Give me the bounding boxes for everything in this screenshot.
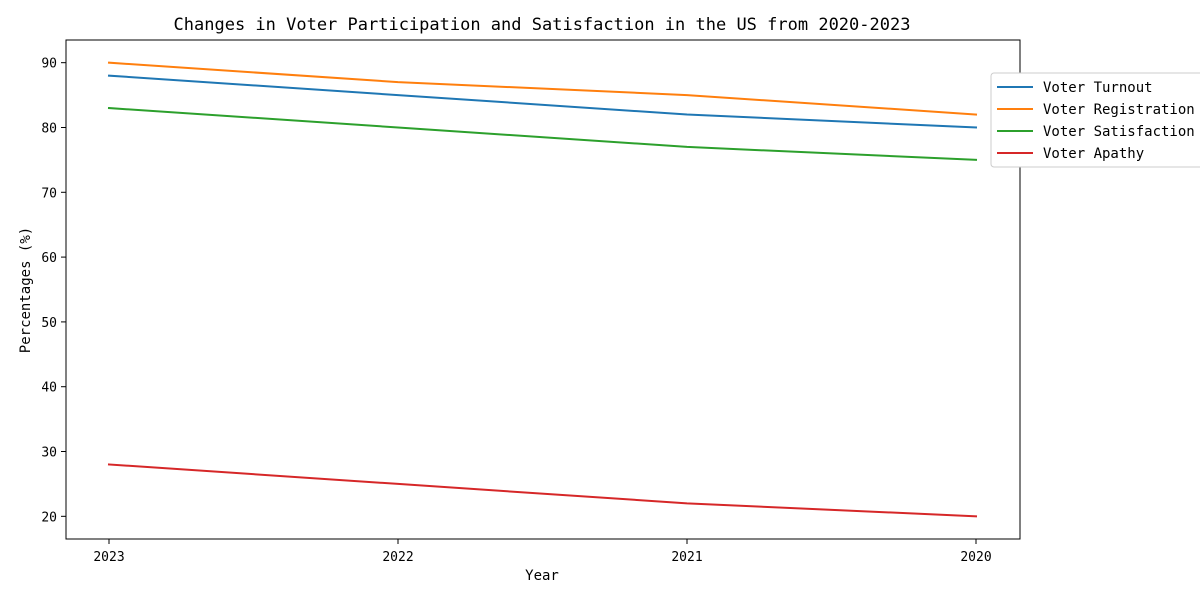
y-tick-label: 40 [41, 381, 57, 396]
x-tick-label: 2022 [382, 550, 413, 565]
y-axis-label: Percentages (%) [18, 227, 34, 353]
x-axis-ticks: 2023 2022 2021 2020 [93, 539, 992, 565]
series-line-3 [107, 463, 978, 518]
y-tick-label: 20 [41, 510, 57, 525]
legend-label: Voter Satisfaction [1043, 124, 1195, 140]
y-tick-label: 70 [41, 186, 57, 201]
x-tick-label: 2023 [93, 550, 124, 565]
x-tick-label: 2021 [671, 550, 702, 565]
y-tick-label: 90 [41, 57, 57, 72]
legend-label: Voter Apathy [1043, 146, 1144, 162]
series-line-0 [107, 74, 978, 129]
series-line-1 [107, 61, 978, 116]
series-lines [107, 61, 978, 518]
legend-label: Voter Turnout [1043, 80, 1153, 96]
legend-frame [990, 72, 1200, 168]
x-tick-label: 2020 [960, 550, 991, 565]
x-axis-label: Year [525, 568, 559, 584]
series-line-2 [107, 106, 978, 161]
plot-area [65, 39, 1021, 540]
legend: Voter Turnout Voter Registration Voter Sat… [990, 72, 1200, 168]
y-tick-label: 50 [41, 316, 57, 331]
chart-title: Changes in Voter Participation and Satis… [174, 15, 911, 35]
legend-label: Voter Registration [1043, 102, 1195, 118]
y-tick-label: 80 [41, 121, 57, 136]
y-tick-label: 30 [41, 446, 57, 461]
y-tick-label: 60 [41, 251, 57, 266]
y-axis-ticks: 20 30 40 50 60 70 80 90 [41, 57, 66, 525]
